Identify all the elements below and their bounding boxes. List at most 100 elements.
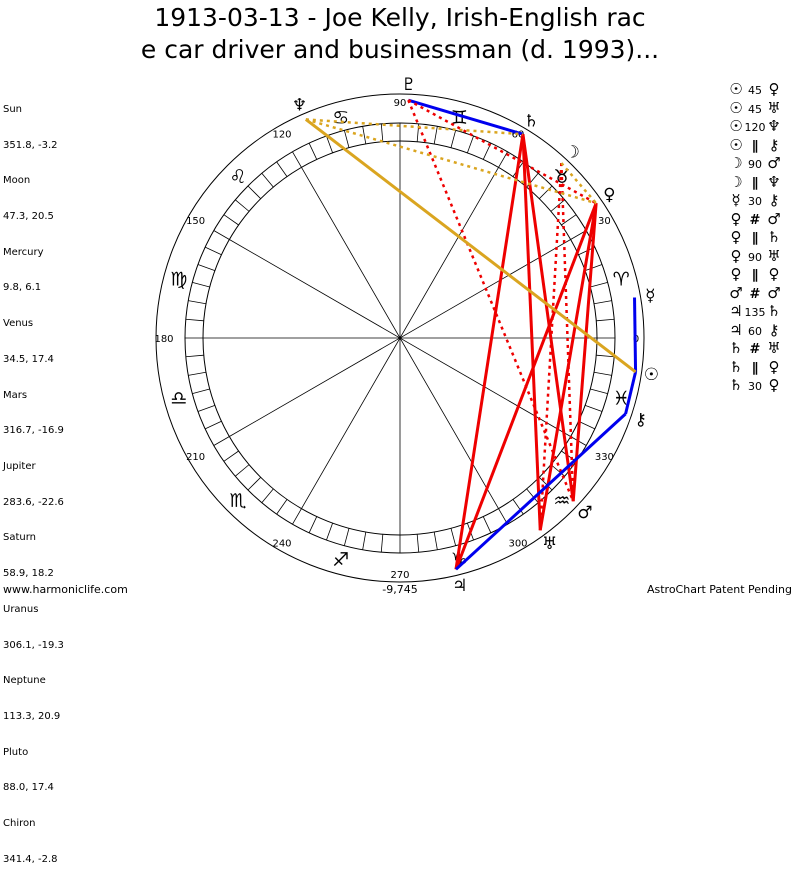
degree-tick: [590, 281, 608, 288]
aspect-type: 45: [748, 102, 762, 116]
aspect-type: #: [749, 342, 761, 357]
aspect-line-saturn-mars: [521, 134, 575, 502]
aspect-planet-b-icon: ⚷: [768, 135, 780, 154]
chiron-planet-icon: ⚷: [635, 410, 647, 430]
position-name-jupiter: Jupiter: [3, 461, 36, 472]
degree-tick: [450, 528, 457, 546]
position-name-saturn: Saturn: [3, 532, 37, 544]
degree-tick: [561, 214, 577, 226]
degree-tick: [590, 388, 608, 395]
position-name-uranus: Uranus: [3, 603, 39, 615]
position-value-chiron: 341.4, -2.8: [3, 853, 58, 865]
aspect-planet-a-icon: ♃: [729, 320, 743, 339]
aspect-planet-b-icon: ♀: [768, 265, 780, 283]
aspect-type: #: [749, 286, 761, 302]
position-value-mars: 316.7, -16.9: [3, 425, 64, 437]
degree-tick: [326, 135, 333, 154]
aspect-row: ♀ 90 ♅: [729, 247, 781, 266]
aspect-planet-a-icon: ♃: [729, 302, 743, 320]
aspect-type: 90: [748, 158, 762, 171]
degree-tick: [526, 488, 539, 503]
aspect-planet-b-icon: ♆: [767, 172, 781, 191]
degree-tick: [362, 531, 367, 550]
degree-tick: [343, 528, 350, 546]
aspect-type: 45: [748, 84, 762, 97]
aspect-planet-b-icon: ⚷: [768, 191, 780, 209]
aspect-type: ∥: [751, 138, 759, 154]
aspect-row: ☉ 120 ♆: [729, 117, 781, 136]
aspect-type: ∥: [751, 268, 759, 283]
degree-tick: [213, 230, 230, 240]
degree-tick: [204, 246, 222, 256]
position-value-moon: 47.3, 20.5: [3, 210, 54, 222]
degree-tick: [380, 123, 384, 142]
cancer-sign-icon: ♋: [332, 107, 349, 129]
sector-spoke: [229, 239, 571, 437]
position-name-chiron: Chiron: [3, 818, 36, 830]
position-name-mercury: Mercury: [3, 246, 44, 258]
aspect-planet-b-icon: ♅: [767, 246, 781, 265]
degree-tick: [235, 464, 250, 477]
aspect-line-neptune-saturn: [305, 118, 524, 136]
moon-planet-icon: ☽: [565, 142, 580, 162]
leo-sign-icon: ♌: [230, 166, 247, 188]
position-value-jupiter: 283.6, -22.6: [3, 496, 64, 508]
aspect-row: ♄ 30 ♀: [729, 376, 781, 395]
degree-tick: [308, 516, 318, 534]
degree-tick: [247, 185, 261, 199]
aspect-planet-a-icon: ☽: [729, 154, 743, 172]
jupiter-planet-icon: ♃: [452, 576, 467, 596]
aspect-planet-a-icon: ♀: [730, 246, 742, 265]
aspect-row: ♀ ∥ ♄: [729, 228, 781, 247]
aspect-line-venus-uranus: [538, 202, 598, 531]
degree-label-300: 300: [508, 538, 527, 549]
degree-tick: [185, 318, 204, 322]
aspect-planet-b-icon: ♀: [768, 80, 780, 98]
position-value-uranus: 306.1, -19.3: [3, 639, 64, 651]
aspect-line-venus-jupiter: [454, 202, 598, 570]
degree-tick: [584, 264, 603, 271]
aspect-row: ♃ 60 ⚷: [729, 321, 781, 340]
aspect-row: ♀ # ♂: [729, 210, 781, 229]
aspect-row: ♃ 135 ♄: [729, 302, 781, 321]
aspect-planet-b-icon: ⚷: [768, 320, 780, 339]
degree-label-330: 330: [595, 452, 614, 463]
degree-label-30: 30: [598, 216, 611, 227]
libra-sign-icon: ♎: [170, 387, 187, 409]
venus-planet-icon: ♀: [603, 185, 615, 205]
aspect-row: ☽ 90 ♂: [729, 154, 781, 173]
aspect-planet-b-icon: ♄: [767, 302, 781, 320]
aspect-planet-b-icon: ♀: [768, 357, 780, 376]
aspect-planet-a-icon: ☉: [729, 80, 743, 98]
degree-tick: [593, 300, 612, 305]
aspect-planet-a-icon: ☉: [729, 135, 743, 154]
aspect-line-pluto-saturn: [407, 98, 524, 136]
degree-tick: [204, 420, 222, 430]
position-value-venus: 34.5, 17.4: [3, 353, 54, 365]
degree-label-120: 120: [272, 130, 291, 141]
aspect-line-venus-mars: [571, 203, 598, 502]
degree-tick: [276, 499, 288, 515]
neptune-planet-icon: ♆: [292, 96, 307, 116]
aspect-planet-a-icon: ☽: [729, 172, 743, 191]
virgo-sign-icon: ♍: [170, 269, 187, 291]
aspect-row: ☉ 45 ♀: [729, 80, 781, 99]
degree-tick: [326, 522, 333, 541]
degree-tick: [343, 130, 350, 148]
position-value-pluto: 88.0, 17.4: [3, 782, 54, 794]
aspect-line-saturn-jupiter: [454, 133, 525, 570]
aspect-row: ☉ ∥ ⚷: [729, 136, 781, 155]
aspect-line-sun-chiron: [624, 371, 638, 415]
degree-tick: [213, 436, 230, 446]
degree-label-180: 180: [154, 334, 173, 345]
aspect-line-pluto-mars: [407, 99, 575, 502]
position-name-pluto: Pluto: [3, 746, 29, 758]
aspect-type: 30: [748, 380, 762, 393]
aspect-planet-b-icon: ♅: [767, 98, 781, 117]
aspect-line-neptune-sun: [304, 118, 637, 374]
degree-tick: [416, 534, 420, 553]
degree-tick: [596, 354, 615, 358]
aspect-type: 120: [744, 121, 766, 134]
aspect-row: ☽ ∥ ♆: [729, 173, 781, 192]
degree-tick: [188, 371, 207, 376]
